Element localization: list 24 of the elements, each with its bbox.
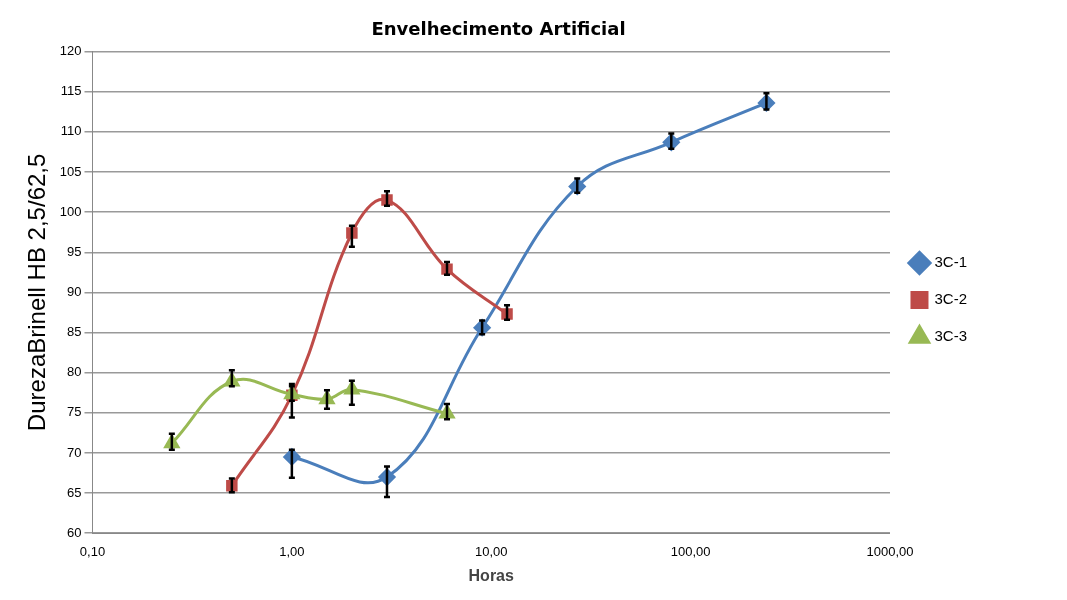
x-axis-title: Horas [468, 566, 515, 584]
y-tick-label: 90 [67, 283, 82, 299]
y-tick-label: 60 [67, 524, 82, 540]
x-tick-label: 1000,00 [866, 543, 914, 559]
legend-label: 3C-3 [934, 327, 967, 345]
y-tick-label: 100 [59, 203, 82, 219]
y-tick-label: 120 [59, 43, 82, 59]
y-tick-label: 95 [67, 243, 82, 259]
legend-label: 3C-1 [934, 253, 967, 271]
y-tick-label: 75 [67, 404, 82, 420]
y-axis-title: DurezaBrinell HB 2,5/62,5 [23, 153, 51, 432]
y-tick-label: 115 [60, 83, 82, 99]
chart-title: Envelhecimento Artificial [371, 18, 626, 40]
y-tick-label: 110 [60, 123, 82, 139]
y-tick-label: 65 [67, 484, 82, 500]
y-tick-label: 70 [67, 444, 82, 460]
x-tick-label: 0,10 [79, 543, 106, 559]
y-tick-label: 105 [59, 163, 82, 179]
y-tick-label: 80 [67, 364, 82, 380]
y-tick-label: 85 [67, 324, 82, 340]
x-tick-label: 1,00 [279, 543, 305, 559]
x-tick-label: 100,00 [670, 543, 711, 559]
legend-label: 3C-2 [934, 290, 967, 308]
x-tick-label: 10,00 [474, 543, 508, 559]
